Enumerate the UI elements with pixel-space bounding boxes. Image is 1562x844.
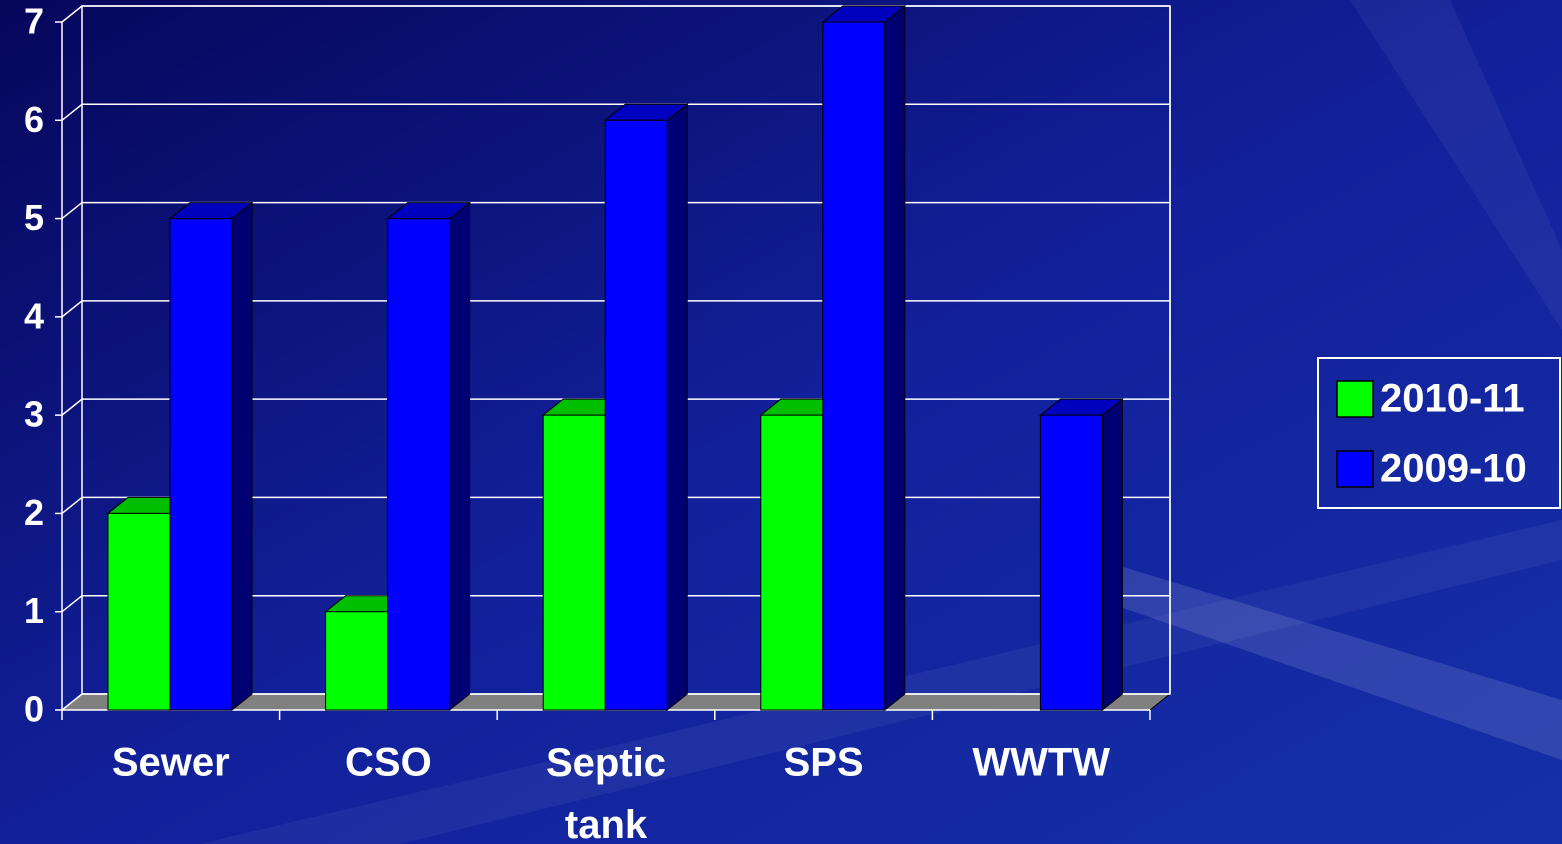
y-tick-label: 7 <box>24 1 44 42</box>
legend-box <box>1317 357 1561 509</box>
bar <box>169 218 233 711</box>
x-tick-label: SPS <box>784 741 864 785</box>
legend-swatch <box>1336 380 1374 418</box>
grid-line-side <box>61 300 83 318</box>
y-tick-label: 0 <box>24 689 44 730</box>
bar <box>387 218 451 711</box>
background-streak <box>1100 560 1562 760</box>
bar <box>760 414 824 711</box>
grid-line-side <box>61 496 83 515</box>
bar <box>107 512 171 711</box>
grid-line-side <box>61 103 83 121</box>
bar <box>1039 414 1103 711</box>
bar-side <box>884 4 906 712</box>
bar-side <box>449 201 471 712</box>
x-tick-label: Septic tank <box>546 741 666 844</box>
y-tick-label: 5 <box>24 197 44 238</box>
bar-side <box>1101 398 1123 712</box>
y-tick-label: 4 <box>24 295 44 336</box>
y-tick-label: 6 <box>24 99 44 140</box>
y-tick-label: 1 <box>24 590 44 631</box>
y-tick-label: 2 <box>24 492 44 533</box>
grid-line-side <box>61 201 83 220</box>
grid-line-side <box>61 398 83 416</box>
grid-line-side <box>61 595 83 613</box>
bar <box>822 21 886 711</box>
bar <box>542 414 606 711</box>
bar <box>604 119 668 711</box>
legend-swatch <box>1336 450 1374 488</box>
grid-line-side <box>61 5 83 23</box>
x-tick-label: Sewer <box>112 741 230 785</box>
background-streak <box>1350 0 1562 330</box>
legend-label: 2009-10 <box>1380 447 1527 491</box>
bar-side <box>666 103 688 712</box>
bar-side <box>231 201 253 712</box>
grid-line-side <box>61 693 83 711</box>
plot-area: 0 1 2 3 4 5 6 7 Sewer CSO Septic tank SPS WWTW <box>24 1 1172 844</box>
legend: 2010-11 2009-10 <box>1317 357 1561 509</box>
legend-label: 2010-11 <box>1380 377 1525 421</box>
bar <box>325 611 389 711</box>
x-tick-label: WWTW <box>972 741 1110 785</box>
x-tick-label: CSO <box>345 741 432 785</box>
y-tick-label: 3 <box>24 394 44 435</box>
